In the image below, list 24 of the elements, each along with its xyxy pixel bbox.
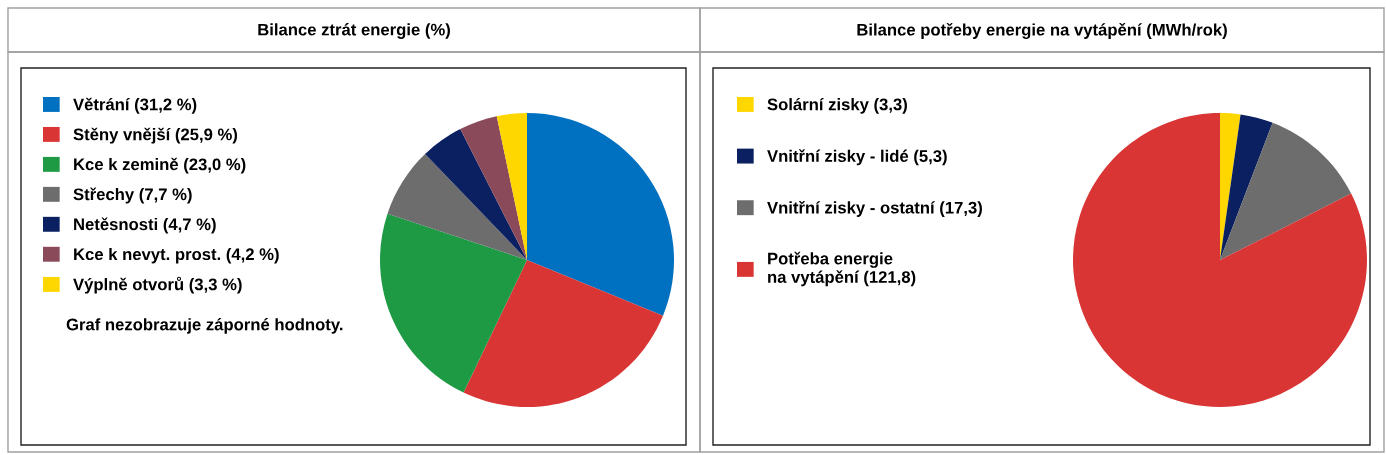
chart-title: Bilance ztrát energie (%) bbox=[258, 23, 450, 39]
legend-label: Výplně otvorů (3,3 %) bbox=[73, 276, 242, 294]
pie-slice bbox=[460, 116, 527, 260]
legend-label: Potřeba energie na vytápění (121,8) bbox=[768, 251, 916, 287]
legend-label: Střechy (7,7 %) bbox=[73, 187, 192, 204]
pie-slice bbox=[496, 113, 527, 260]
pie-slice bbox=[425, 129, 527, 260]
legend-label: Netěsnosti (4,7 %) bbox=[74, 217, 216, 234]
legend-label: Stěny vnější (25,9 %) bbox=[73, 127, 238, 144]
legend-label: Vnitřní zisky - ostatní (17,3) bbox=[767, 200, 982, 217]
pie-slice bbox=[463, 260, 663, 407]
legend-label: Větrání (31,2 %) bbox=[73, 97, 197, 114]
legend-label: Solární zisky (3,3) bbox=[767, 97, 907, 114]
legend-label: Kce k nevyt. prost. (4,2 %) bbox=[74, 247, 279, 264]
legend-label: Kce k zemině (23,0 %) bbox=[74, 157, 246, 174]
pie-slice bbox=[527, 113, 674, 316]
pie-slice bbox=[380, 213, 527, 393]
pie-slice bbox=[1220, 122, 1352, 260]
text: Graf nezobrazuje záporné hodnoty. bbox=[66, 318, 343, 334]
pie-slice bbox=[387, 154, 527, 260]
pie-slice bbox=[1073, 113, 1367, 407]
chart-title: Bilance potřeby energie na vytápění (MWh/rok) bbox=[857, 23, 1227, 39]
pie-slice bbox=[1220, 114, 1273, 260]
legend-label: Vnitřní zisky - lidé (5,3) bbox=[767, 149, 947, 166]
